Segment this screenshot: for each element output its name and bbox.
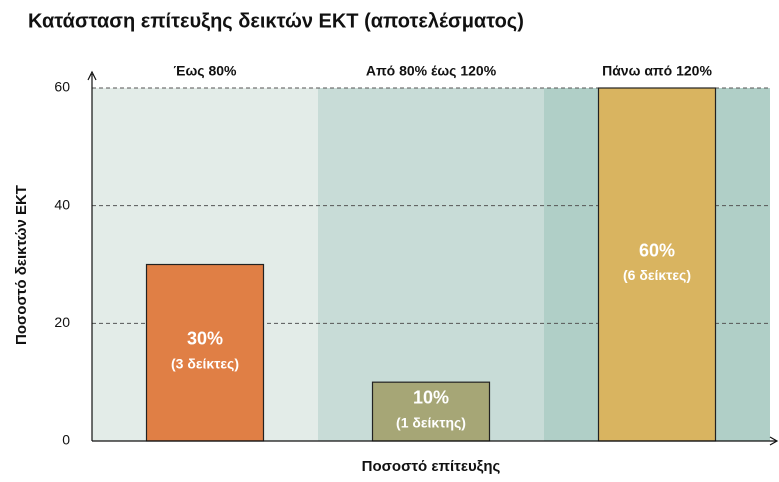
bar: [371, 381, 491, 442]
value-label: 60%: [639, 240, 675, 260]
bar: [145, 263, 265, 442]
count-label: (3 δείκτες): [171, 355, 239, 371]
y-tick-label: 20: [54, 314, 70, 330]
category-label: Πάνω από 120%: [602, 63, 712, 79]
y-tick-label: 60: [54, 79, 70, 95]
category-label: Έως 80%: [174, 63, 238, 79]
x-axis-label: Ποσοστό επίτευξης: [362, 458, 501, 475]
x-axis-arrow: [769, 436, 779, 446]
count-label: (6 δείκτες): [623, 267, 691, 283]
value-label: 30%: [187, 329, 223, 349]
y-tick-label: 0: [62, 432, 70, 448]
count-label: (1 δείκτης): [396, 414, 466, 430]
value-label: 10%: [413, 387, 449, 407]
bar: [597, 87, 717, 442]
chart-title: Κατάσταση επίτευξης δεικτών ΕΚΤ (αποτελέ…: [28, 10, 524, 32]
y-tick-label: 40: [54, 196, 70, 212]
y-axis-label: Ποσοστό δεικτών ΕΚΤ: [13, 185, 30, 345]
category-label: Από 80% έως 120%: [366, 63, 497, 79]
y-axis-arrow: [87, 70, 97, 81]
